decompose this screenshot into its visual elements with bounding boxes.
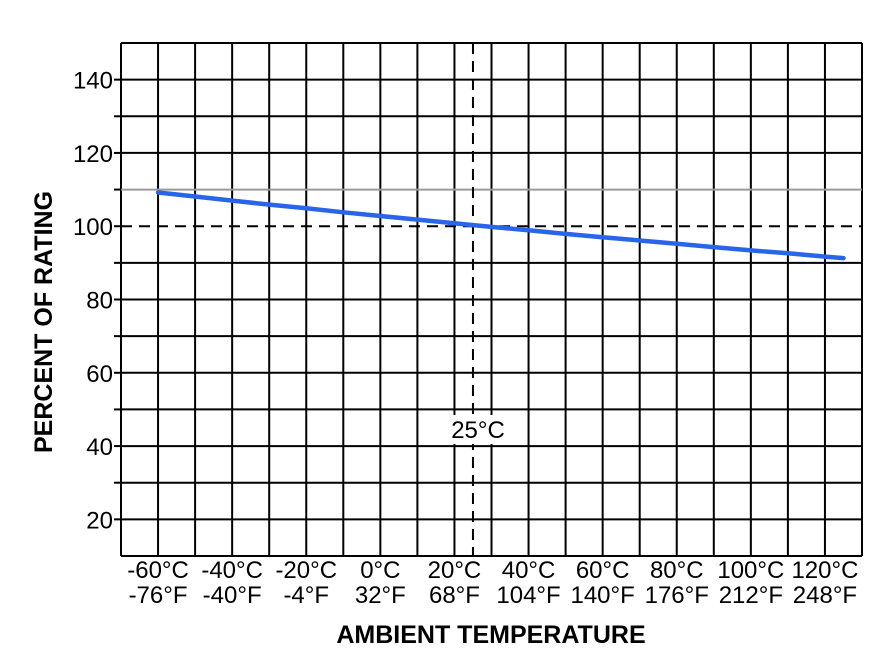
series-layer [155,190,846,261]
x-tick-label-celsius: -20°C [275,557,337,584]
x-tick-label-fahrenheit: -40°F [203,582,262,609]
y-tick-label: 120 [73,141,113,168]
y-axis-title: PERCENT OF RATING [30,191,58,453]
x-tick-label-celsius: 100°C [717,557,784,584]
y-tick-label: 60 [86,361,113,388]
x-tick-label-fahrenheit: 176°F [645,582,709,609]
x-tick-label-fahrenheit: 212°F [719,582,783,609]
y-tick-label: 100 [73,214,113,241]
x-tick-label-fahrenheit: 248°F [793,582,857,609]
y-tick-label: 140 [73,68,113,95]
y-tick-label: 40 [86,434,113,461]
x-tick-label-celsius: 40°C [502,557,556,584]
x-tick-label-celsius: 0°C [360,557,400,584]
tick-labels-layer: 20 40 60 80 100 120 140 -60°C-76°F -40°C-40°F -20… [73,68,858,609]
grid-layer [114,42,863,557]
x-tick-label-fahrenheit: 32°F [355,582,406,609]
x-axis-title: AMBIENT TEMPERATURE [336,621,645,649]
x-tick-label-celsius: 60°C [576,557,630,584]
x-tick-label-fahrenheit: 68°F [429,582,480,609]
x-tick-label-celsius: 20°C [428,557,482,584]
x-tick-label-fahrenheit: 140°F [570,582,634,609]
annotation-background [450,415,507,444]
x-tick-label-celsius: -40°C [201,557,263,584]
x-tick-label-fahrenheit: -76°F [129,582,188,609]
y-tick-label: 80 [86,288,113,315]
x-tick-label-fahrenheit: 104°F [496,582,560,609]
x-tick-label-celsius: 80°C [650,557,704,584]
series-temperature-derating-curve [155,190,846,261]
x-tick-label-celsius: 120°C [791,557,858,584]
y-tick-label: 20 [86,507,113,534]
x-tick-label-celsius: -60°C [127,557,189,584]
reference-temperature-annotation: 25°C [451,417,505,444]
x-tick-label-fahrenheit: -4°F [283,582,329,609]
